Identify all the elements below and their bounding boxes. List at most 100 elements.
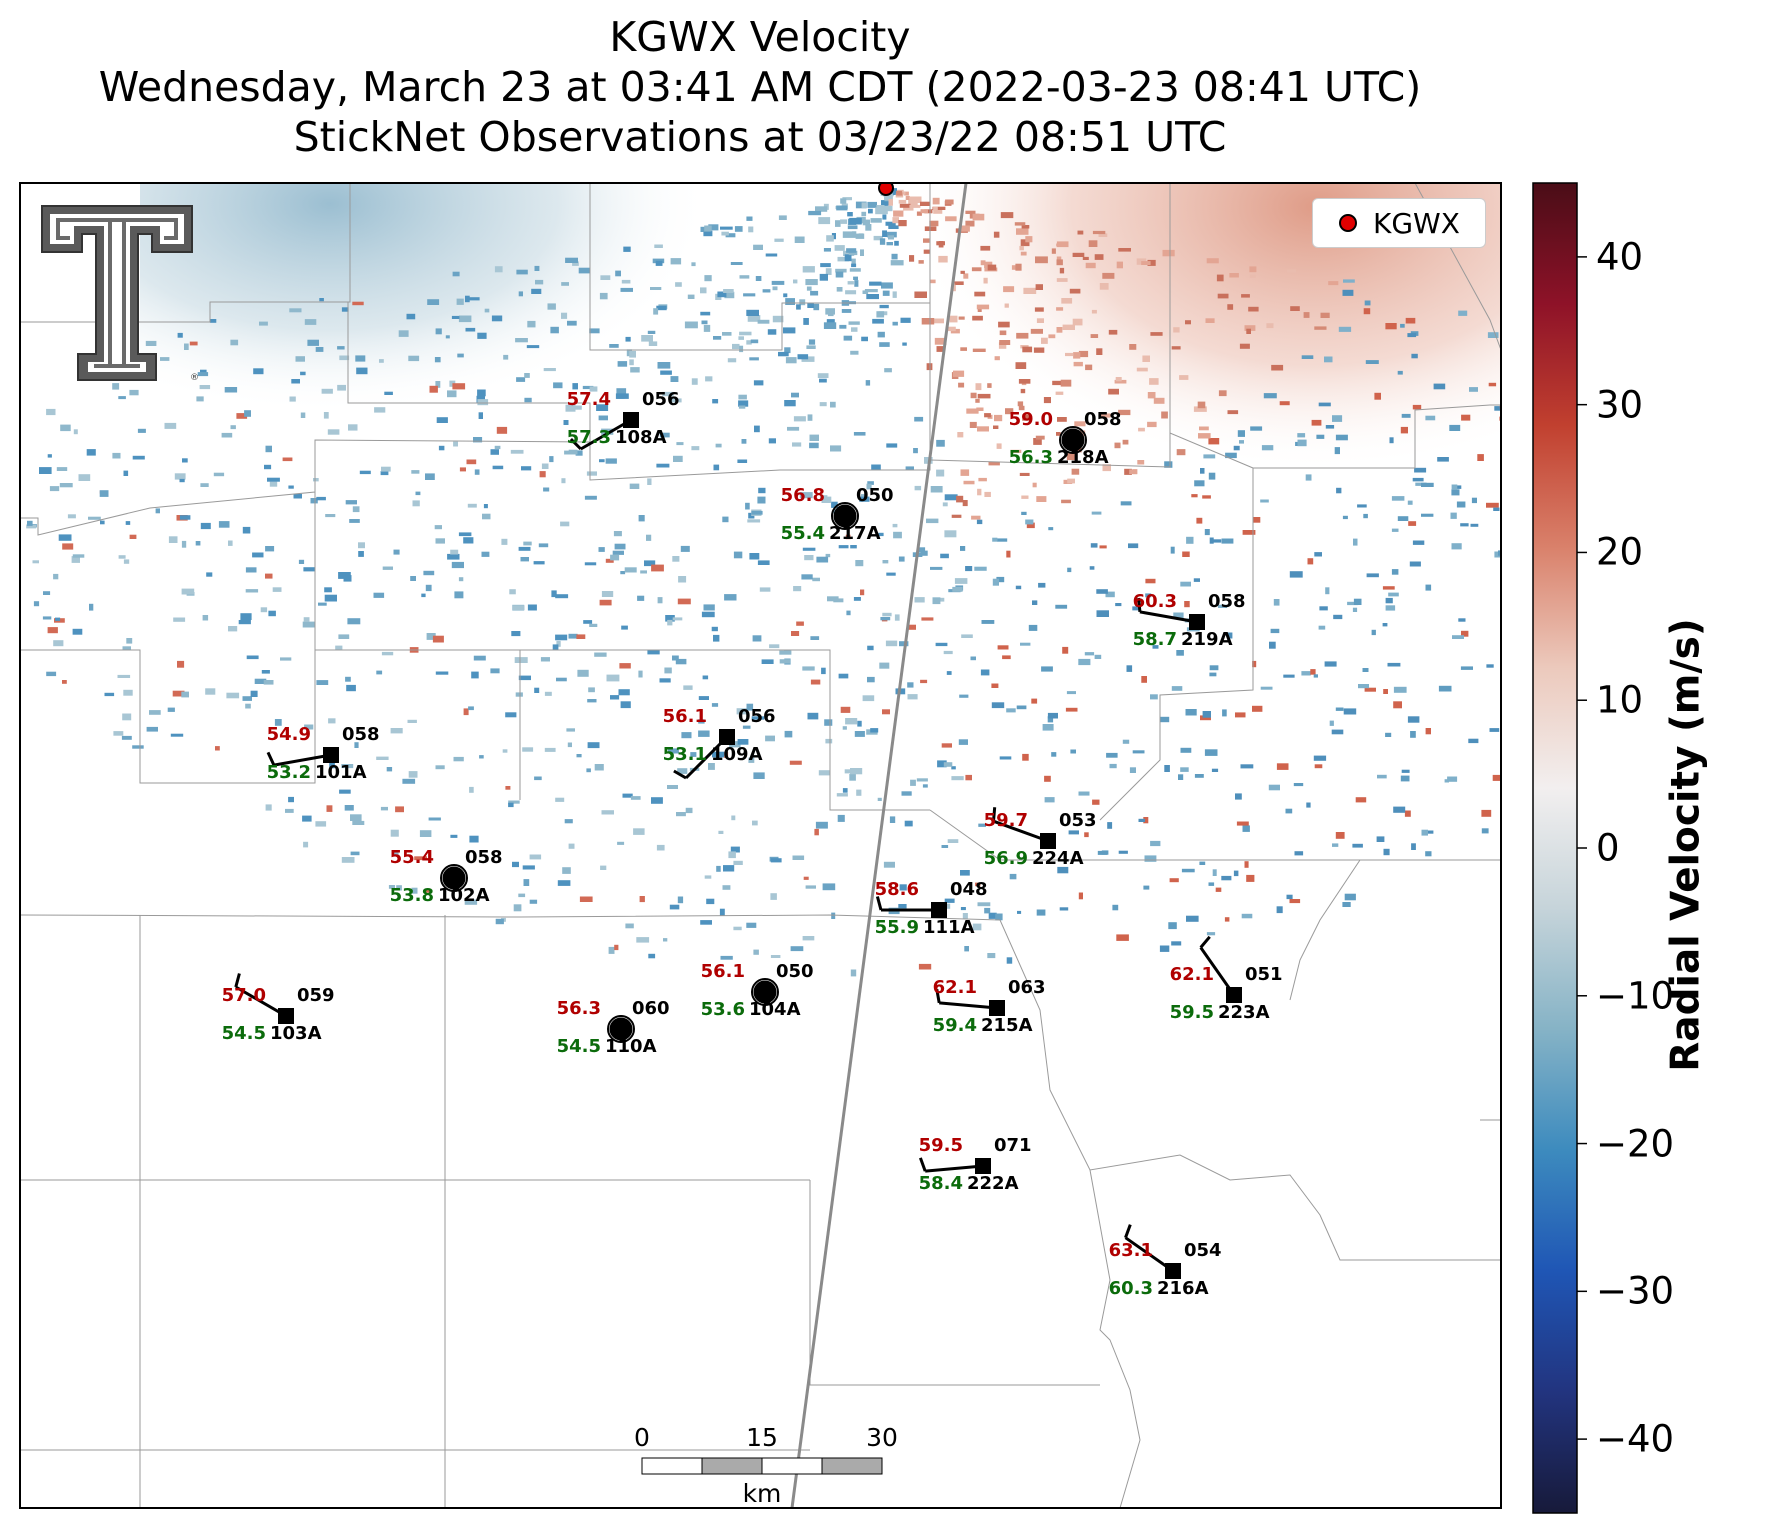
radar-echo (113, 731, 124, 736)
radar-echo (797, 354, 809, 360)
radar-echo (849, 217, 862, 225)
radar-echo (1451, 543, 1462, 550)
radar-echo (647, 478, 652, 485)
radar-echo (1283, 674, 1295, 678)
radar-echo (1313, 755, 1327, 761)
radar-echo (469, 786, 474, 793)
radar-echo (1263, 393, 1277, 399)
radar-echo (984, 413, 991, 418)
station-calm-ring (751, 978, 779, 1006)
radar-echo (589, 386, 598, 392)
radar-echo (1357, 504, 1367, 508)
radar-echo (854, 280, 859, 287)
radar-echo (855, 560, 864, 567)
radar-echo (732, 343, 740, 350)
radar-echo (408, 771, 418, 778)
radar-echo (39, 467, 52, 474)
radar-echo (921, 318, 935, 325)
radar-echo (265, 804, 272, 811)
radar-echo (677, 598, 691, 605)
radar-echo (458, 315, 472, 323)
radar-echo (818, 217, 831, 225)
station-temperature: 60.3 (1133, 591, 1177, 612)
radar-echo (426, 633, 436, 640)
radar-echo (966, 408, 979, 414)
radar-echo (1208, 438, 1220, 445)
radar-echo (620, 701, 631, 709)
radar-echo (835, 220, 841, 227)
radar-echo (908, 199, 918, 206)
radar-echo (295, 356, 305, 362)
radar-echo (1078, 892, 1083, 900)
radar-echo (841, 309, 852, 313)
radar-echo (881, 282, 893, 289)
radar-echo (609, 344, 619, 348)
radar-echo (1102, 464, 1111, 472)
radar-echo (1481, 809, 1492, 817)
radar-echo (428, 817, 441, 821)
radar-echo (577, 669, 589, 677)
radar-echo (770, 955, 781, 958)
radar-echo (993, 231, 1000, 238)
radar-echo (1200, 468, 1205, 474)
radar-echo (358, 551, 364, 557)
radar-echo (1143, 817, 1149, 824)
radar-echo (1374, 392, 1381, 400)
radar-echo (245, 589, 259, 593)
wind-barb-flag (918, 1157, 927, 1172)
radar-echo (1132, 606, 1140, 611)
colorbar-tick-label: −20 (1596, 1122, 1675, 1166)
radar-echo (473, 437, 483, 443)
radar-echo (737, 459, 748, 463)
radar-echo (793, 586, 802, 592)
radar-echo (793, 279, 798, 284)
radar-echo (713, 634, 720, 642)
radar-echo (164, 422, 177, 429)
radar-echo (1328, 281, 1339, 286)
radar-echo (1400, 775, 1410, 782)
radar-echo (1246, 328, 1251, 334)
radar-echo (724, 291, 735, 299)
radar-echo (58, 534, 72, 541)
radar-echo (831, 912, 836, 919)
colorbar-tick-label: 10 (1596, 678, 1644, 722)
radar-echo (502, 749, 508, 753)
radar-echo (1185, 320, 1191, 325)
radar-echo (892, 321, 898, 326)
radar-echo (848, 250, 858, 256)
radar-echo (885, 640, 898, 647)
radar-echo (1301, 671, 1311, 676)
radar-echo (200, 483, 209, 487)
radar-echo (1477, 454, 1484, 461)
radar-echo (553, 382, 563, 389)
radar-echo (302, 815, 312, 822)
radar-echo (1017, 401, 1024, 407)
station-pressure: 058 (465, 847, 503, 868)
radar-echo (55, 617, 61, 621)
radar-echo (512, 605, 525, 611)
radar-echo (434, 525, 442, 530)
state-border (790, 183, 968, 1508)
radar-echo (641, 335, 653, 342)
radar-echo (43, 591, 51, 595)
radar-echo (622, 793, 633, 798)
radar-echo (1218, 604, 1228, 608)
radar-echo (601, 428, 614, 435)
radar-echo (438, 445, 445, 451)
radar-echo (991, 702, 1005, 709)
radar-echo (751, 510, 763, 515)
radar-echo (778, 215, 787, 220)
scale-segment (821, 1457, 883, 1475)
radar-echo (483, 504, 488, 509)
radar-echo (783, 327, 796, 334)
radar-echo (821, 496, 832, 503)
radar-echo (722, 332, 732, 336)
radar-echo (1486, 502, 1499, 508)
station-temperature: 56.3 (557, 998, 601, 1019)
radar-echo (610, 695, 620, 700)
wind-barb-flag (569, 438, 582, 451)
